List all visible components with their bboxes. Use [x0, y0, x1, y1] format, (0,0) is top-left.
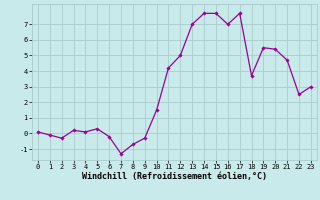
X-axis label: Windchill (Refroidissement éolien,°C): Windchill (Refroidissement éolien,°C): [82, 172, 267, 181]
